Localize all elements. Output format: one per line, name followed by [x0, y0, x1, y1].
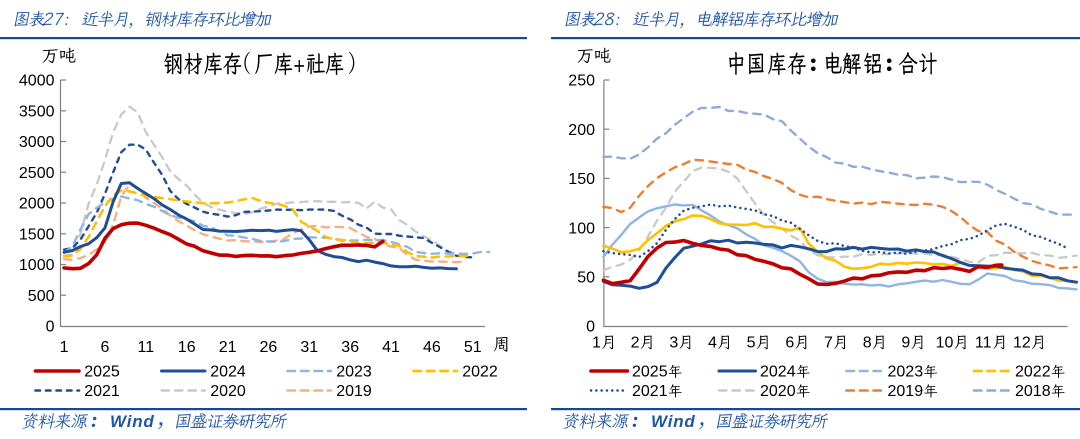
svg-text:100: 100 [568, 220, 595, 237]
svg-text:10: 10 [936, 335, 954, 352]
svg-text:5: 5 [747, 335, 756, 352]
svg-text:51: 51 [464, 339, 482, 356]
svg-text:2020: 2020 [760, 383, 796, 400]
svg-text:2: 2 [631, 335, 640, 352]
svg-text:6: 6 [101, 339, 110, 356]
svg-text:11: 11 [137, 339, 154, 356]
svg-text:2022: 2022 [1015, 364, 1051, 381]
svg-text:21: 21 [219, 339, 237, 356]
svg-text:2019: 2019 [336, 383, 372, 400]
svg-text:500: 500 [28, 288, 55, 305]
svg-text:0: 0 [586, 319, 595, 336]
svg-text:2019: 2019 [888, 383, 924, 400]
svg-text:2500: 2500 [19, 165, 55, 182]
svg-text:4: 4 [708, 335, 717, 352]
svg-text:2018: 2018 [1015, 383, 1051, 400]
svg-text:1: 1 [60, 339, 69, 356]
svg-text:36: 36 [341, 339, 359, 356]
svg-text:1000: 1000 [19, 257, 55, 274]
svg-text:8: 8 [863, 335, 872, 352]
svg-text:2023: 2023 [336, 364, 372, 381]
svg-text:2000: 2000 [19, 196, 55, 213]
svg-text:2021: 2021 [632, 383, 668, 400]
svg-text:250: 250 [568, 73, 595, 90]
svg-text:2022: 2022 [462, 364, 498, 381]
svg-text:3: 3 [669, 335, 678, 352]
svg-text:3500: 3500 [19, 104, 55, 121]
svg-text:4000: 4000 [19, 73, 55, 90]
svg-text:11: 11 [975, 335, 992, 352]
svg-text:50: 50 [577, 270, 595, 287]
svg-text:6: 6 [785, 335, 794, 352]
svg-text:46: 46 [423, 339, 441, 356]
svg-text:2021: 2021 [84, 383, 120, 400]
svg-text:12: 12 [1013, 335, 1031, 352]
svg-text:1500: 1500 [19, 226, 55, 243]
svg-text:1: 1 [592, 335, 601, 352]
svg-text:3000: 3000 [19, 134, 55, 151]
svg-text:2024: 2024 [210, 364, 246, 381]
svg-text:150: 150 [568, 171, 595, 188]
svg-text:2020: 2020 [210, 383, 246, 400]
svg-text:0: 0 [46, 319, 55, 336]
svg-text:7: 7 [824, 335, 833, 352]
svg-text:41: 41 [382, 339, 400, 356]
svg-text:16: 16 [178, 339, 196, 356]
svg-text:2025: 2025 [632, 364, 668, 381]
svg-text:200: 200 [568, 122, 595, 139]
svg-text:Wind: Wind [110, 412, 155, 431]
svg-text:9: 9 [901, 335, 910, 352]
svg-text:2025: 2025 [84, 364, 120, 381]
svg-text:2023: 2023 [888, 364, 924, 381]
svg-text:Wind: Wind [651, 412, 696, 431]
svg-text:26: 26 [260, 339, 278, 356]
svg-text:2024: 2024 [760, 364, 796, 381]
svg-text:31: 31 [300, 339, 318, 356]
